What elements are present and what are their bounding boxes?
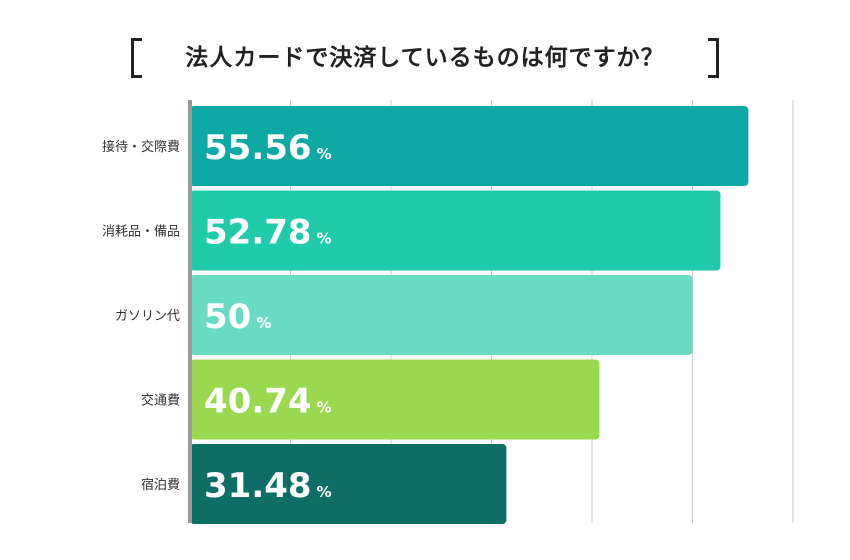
data-label: 50 bbox=[204, 297, 251, 337]
title-bracket-right bbox=[708, 38, 719, 78]
category-label: 宿泊費 bbox=[141, 477, 180, 493]
category-label: 接待・交際費 bbox=[102, 139, 180, 155]
category-label: ガソリン代 bbox=[115, 309, 180, 324]
category-label: 交通費 bbox=[141, 393, 180, 409]
data-label: 40.74 bbox=[204, 382, 312, 422]
bar bbox=[190, 359, 600, 440]
bar bbox=[190, 106, 749, 186]
bar bbox=[190, 190, 721, 271]
data-label-unit: % bbox=[317, 483, 332, 501]
chart-title: 法人カードで決済しているものは何ですか？ bbox=[185, 45, 665, 71]
bar bbox=[190, 444, 507, 524]
data-label-unit: % bbox=[317, 230, 332, 248]
data-label: 55.56 bbox=[204, 128, 312, 168]
chart-title-area: 法人カードで決済しているものは何ですか？ bbox=[0, 0, 850, 110]
data-label-unit: % bbox=[256, 314, 271, 332]
data-label: 31.48 bbox=[204, 466, 312, 506]
category-label: 消耗品・備品 bbox=[102, 224, 180, 240]
data-label-unit: % bbox=[317, 145, 332, 163]
data-label-unit: % bbox=[317, 399, 332, 417]
bar bbox=[190, 275, 693, 355]
data-label: 52.78 bbox=[204, 213, 312, 253]
title-bracket-left bbox=[131, 38, 142, 78]
